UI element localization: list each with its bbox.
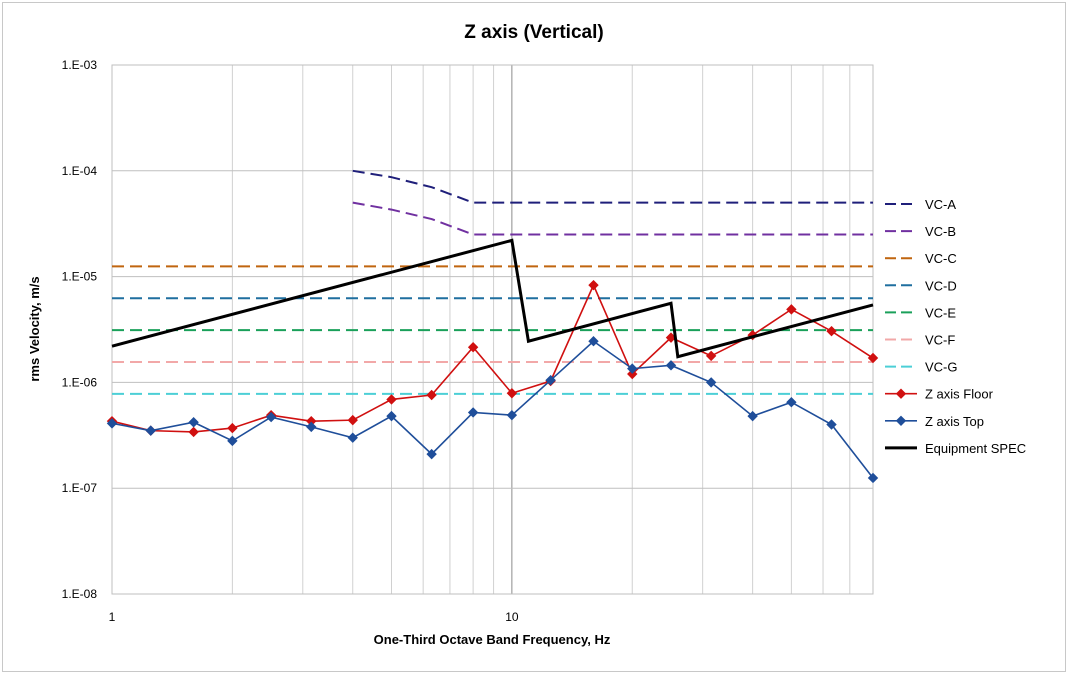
data-point-z-axis-top bbox=[665, 360, 677, 371]
data-point-z-axis-top bbox=[705, 377, 717, 388]
legend-label: VC-D bbox=[925, 278, 957, 293]
legend-item-vc-a: VC-A bbox=[885, 197, 956, 212]
data-point-z-axis-floor bbox=[227, 422, 238, 434]
data-point-z-axis-top bbox=[588, 336, 599, 347]
data-point-z-axis-floor bbox=[588, 279, 599, 291]
tick-layer: 1.E-03 1.E-04 1.E-05 1.E-06 1.E-07 1.E-08 1 10 bbox=[62, 58, 519, 624]
data-point-z-axis-top bbox=[306, 421, 317, 433]
legend-label: Equipment SPEC bbox=[925, 441, 1026, 456]
legend-label: VC-F bbox=[925, 333, 955, 348]
legend: VC-A VC-B VC-C VC-D VC-E VC-F VC-G Z axis Floor… bbox=[885, 197, 1026, 456]
data-point-z-axis-top bbox=[106, 418, 118, 429]
data-point-z-axis-top bbox=[627, 363, 638, 374]
x-axis-title: One-Third Octave Band Frequency, Hz bbox=[374, 632, 611, 647]
data-point-z-axis-top bbox=[826, 419, 837, 430]
data-point-z-axis-floor bbox=[786, 304, 797, 315]
grid-layer bbox=[112, 65, 873, 594]
series-z-axis-top bbox=[106, 336, 879, 484]
series-equipment-spec bbox=[111, 238, 874, 359]
y-tick-label: 1.E-08 bbox=[62, 587, 98, 601]
data-point-z-axis-top bbox=[545, 374, 556, 386]
series-line-vc-a bbox=[352, 169, 873, 204]
legend-marker bbox=[895, 388, 907, 399]
data-point-z-axis-floor bbox=[705, 350, 717, 362]
y-tick-label: 1.E-07 bbox=[62, 481, 98, 495]
x-tick-label: 10 bbox=[505, 610, 519, 624]
data-point-z-axis-top bbox=[506, 409, 518, 421]
legend-label: VC-B bbox=[925, 224, 956, 239]
data-point-z-axis-floor bbox=[467, 342, 479, 353]
legend-label: VC-E bbox=[925, 305, 956, 320]
data-point-z-axis-floor bbox=[188, 426, 199, 438]
legend-item-vc-b: VC-B bbox=[885, 224, 956, 239]
data-point-z-axis-top bbox=[347, 432, 358, 443]
data-point-z-axis-top bbox=[786, 396, 797, 408]
legend-label: VC-G bbox=[925, 360, 958, 375]
data-point-z-axis-floor bbox=[867, 352, 879, 364]
legend-marker bbox=[895, 415, 907, 427]
data-point-z-axis-top bbox=[386, 410, 397, 422]
data-point-z-axis-floor bbox=[826, 325, 837, 337]
y-tick-label: 1.E-06 bbox=[62, 375, 98, 389]
data-point-z-axis-floor bbox=[347, 414, 358, 426]
legend-item-vc-d: VC-D bbox=[885, 278, 957, 293]
legend-label: VC-C bbox=[925, 251, 957, 266]
legend-item-equipment-spec: Equipment SPEC bbox=[885, 441, 1026, 456]
data-point-z-axis-floor bbox=[506, 388, 518, 399]
series-line-z-axis-floor bbox=[111, 283, 874, 433]
legend-item-z-axis-top: Z axis Top bbox=[885, 414, 984, 429]
y-tick-label: 1.E-04 bbox=[62, 164, 98, 178]
legend-item-vc-g: VC-G bbox=[885, 360, 958, 375]
series-vc-b bbox=[352, 201, 873, 236]
series-line-z-axis-top bbox=[111, 340, 874, 479]
data-point-z-axis-top bbox=[145, 425, 156, 436]
data-point-z-axis-top bbox=[227, 435, 238, 447]
data-point-z-axis-top bbox=[188, 417, 199, 428]
legend-item-vc-c: VC-C bbox=[885, 251, 957, 266]
legend-label: Z axis Top bbox=[925, 414, 984, 429]
data-point-z-axis-floor bbox=[386, 394, 397, 405]
legend-label: VC-A bbox=[925, 197, 956, 212]
legend-label: Z axis Floor bbox=[925, 387, 994, 402]
series-layer bbox=[106, 169, 879, 484]
data-point-z-axis-floor bbox=[426, 389, 437, 401]
series-line-vc-b bbox=[352, 201, 873, 236]
series-vc-a bbox=[352, 169, 873, 204]
y-tick-label: 1.E-05 bbox=[62, 270, 98, 284]
x-tick-label: 1 bbox=[109, 610, 116, 624]
chart-title: Z axis (Vertical) bbox=[464, 22, 603, 43]
data-point-z-axis-top bbox=[265, 411, 277, 423]
data-point-z-axis-floor bbox=[627, 368, 638, 380]
data-point-z-axis-top bbox=[467, 407, 479, 418]
legend-item-z-axis-floor: Z axis Floor bbox=[885, 387, 994, 402]
data-point-z-axis-top bbox=[867, 472, 879, 484]
legend-item-vc-e: VC-E bbox=[885, 305, 956, 320]
legend-item-vc-f: VC-F bbox=[885, 333, 955, 348]
y-tick-label: 1.E-03 bbox=[62, 58, 98, 72]
y-axis-title: rms Velocity, m/s bbox=[27, 276, 42, 381]
data-point-z-axis-top bbox=[747, 410, 758, 422]
series-line-equipment-spec bbox=[111, 238, 874, 359]
data-point-z-axis-top bbox=[426, 448, 437, 460]
